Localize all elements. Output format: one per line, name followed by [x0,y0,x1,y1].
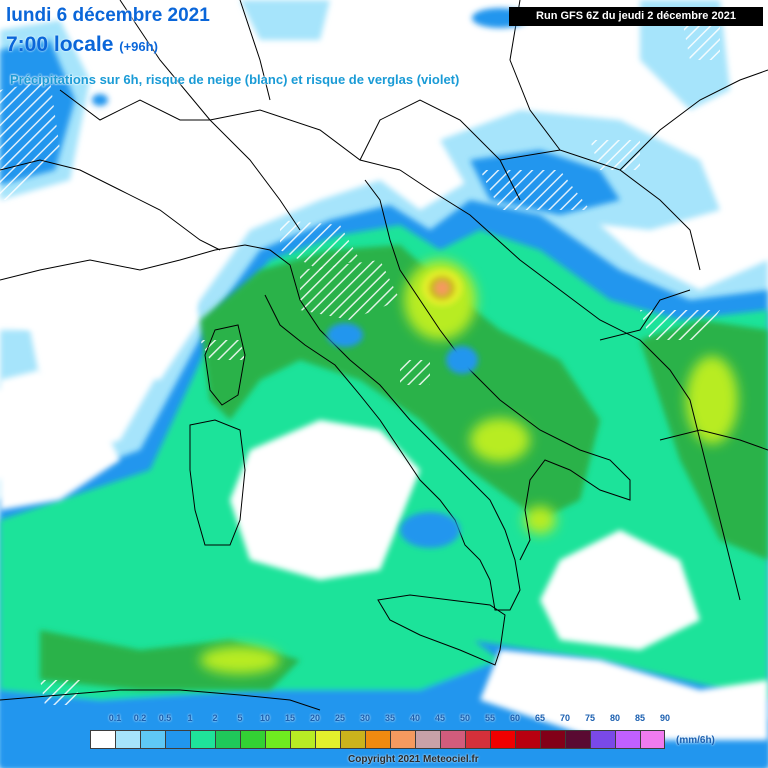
forecast-time: 7:00 locale (+96h) [6,34,158,58]
legend-swatch [440,730,465,749]
legend-swatch [240,730,265,749]
legend-swatch [565,730,590,749]
legend-swatch [265,730,290,749]
legend-tick-label: 35 [384,713,396,723]
legend-tick-label: 0.2 [133,713,147,723]
legend-swatch [390,730,415,749]
legend-tick-label: 40 [409,713,421,723]
legend-swatch [415,730,440,749]
map-subtitle: Précipitations sur 6h, risque de neige (… [10,72,460,87]
legend-swatch [140,730,165,749]
legend-swatch [515,730,540,749]
legend-tick-label: 0.5 [158,713,172,723]
legend-swatch [340,730,365,749]
legend-tick-label: 50 [459,713,471,723]
legend-tick-label: 60 [509,713,521,723]
legend-tick-label: 5 [237,713,243,723]
legend-tick-label: 45 [434,713,446,723]
legend-swatch [590,730,615,749]
legend-swatch [640,730,665,749]
legend-tick-label: 90 [659,713,671,723]
legend-swatch [190,730,215,749]
run-info-banner: Run GFS 6Z du jeudi 2 décembre 2021 [509,7,763,26]
legend-tick-label: 30 [359,713,371,723]
copyright-text: Copyright 2021 Meteociel.fr [348,754,479,765]
legend-tick-label: 70 [559,713,571,723]
legend-ticks: 0.1 0.2 0.5 1 2 5 10 15 20 25 30 35 40 45 50 55 60 65 70 75… [90,713,690,727]
legend-tick-label: 2 [212,713,218,723]
legend-swatch [215,730,240,749]
lead-time: (+96h) [119,39,158,54]
legend-swatch [165,730,190,749]
legend-units: (mm/6h) [676,735,715,746]
legend-swatch [290,730,315,749]
legend-tick-label: 25 [334,713,346,723]
legend-tick-label: 75 [584,713,596,723]
legend-tick-label: 85 [634,713,646,723]
legend-swatch [315,730,340,749]
coastlines [0,0,768,711]
legend-tick-label: 1 [187,713,193,723]
forecast-date: lundi 6 décembre 2021 [6,5,210,26]
precip-blue-patches [92,8,528,548]
legend-swatch [115,730,140,749]
legend-tick-label: 20 [309,713,321,723]
legend-swatch [490,730,515,749]
forecast-time-label: 7:00 locale [6,33,114,56]
legend-tick-label: 15 [284,713,296,723]
legend-colorbar [90,730,665,749]
legend-tick-label: 55 [484,713,496,723]
legend-tick-label: 80 [609,713,621,723]
legend-tick-label: 65 [534,713,546,723]
legend-swatch [540,730,565,749]
legend-swatch [365,730,390,749]
legend-swatch [615,730,640,749]
legend-swatch [465,730,490,749]
legend-tick-label: 10 [259,713,271,723]
legend-swatch [90,730,115,749]
precip-peak [422,270,462,306]
legend-tick-label: 0.1 [108,713,122,723]
dry-zones [0,190,768,740]
